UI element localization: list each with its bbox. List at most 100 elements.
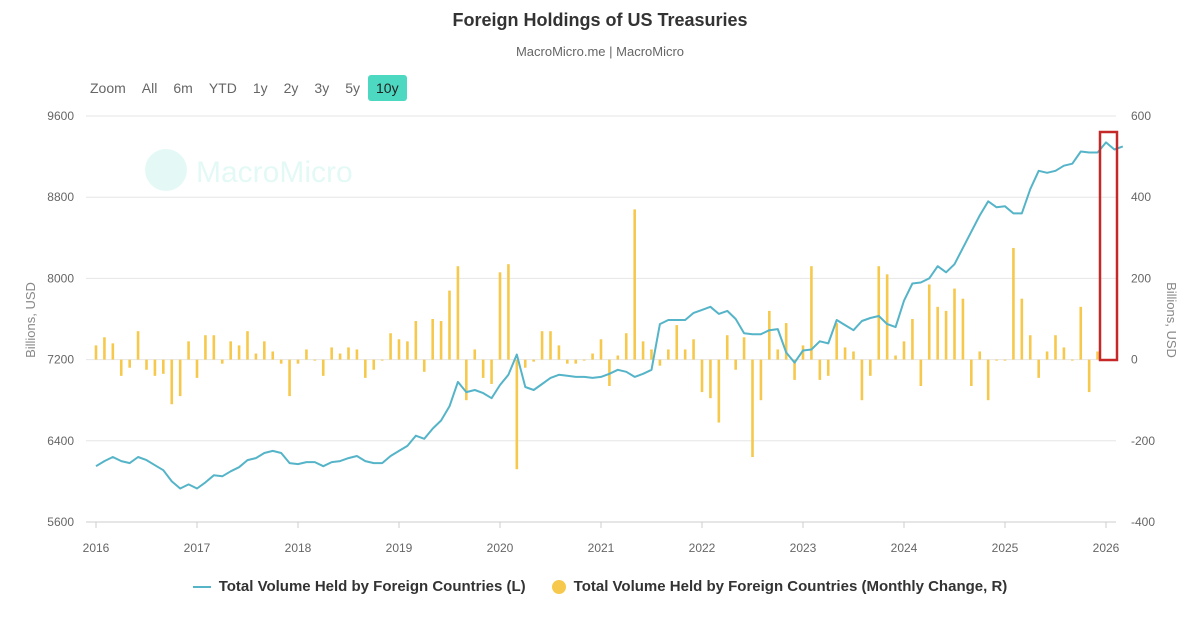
bar [953,288,956,360]
watermark: MacroMicro [145,149,353,191]
x-tick-label: 2024 [891,541,918,555]
zoom-button-3y[interactable]: 3y [314,80,330,96]
bar [103,337,106,360]
bar [456,266,460,360]
bar [801,345,805,360]
bar [658,359,662,366]
bar [439,321,443,360]
bar [296,359,300,364]
bar [717,359,721,423]
legend-line-swatch [192,585,211,588]
y-left-tick-label: 8800 [47,190,74,204]
x-tick-label: 2026 [1093,541,1120,555]
bar [936,306,939,360]
highlight-box [1098,130,1119,362]
bar [549,331,552,360]
bar [178,359,182,397]
bar [515,359,519,470]
legend-item-line[interactable]: Total Volume Held by Foreign Countries (… [192,578,526,595]
bar [237,345,241,360]
bar [153,359,157,376]
bar [582,359,586,361]
bar [1062,347,1066,360]
bar [591,353,594,360]
zoom-button-all[interactable]: All [141,80,158,96]
bar [566,359,569,364]
y-axis-right: -400 -200 0 200 400 600 [1131,109,1155,529]
bar [793,359,796,380]
bar [675,325,679,360]
bar [860,359,864,401]
bar [751,359,754,458]
bar [810,266,813,360]
legend-item-bar[interactable]: Total Volume Held by Foreign Countries (… [551,578,1008,595]
bar [557,345,561,360]
bar [162,359,165,374]
zoom-bar: Zoom All 6m YTD 1y 2y 3y 5y 10y [84,75,407,101]
bar [507,264,510,360]
bar [1079,306,1083,360]
bar [271,351,275,360]
watermark-text: MacroMicro [196,156,353,189]
bar [195,359,199,378]
bar [145,359,148,370]
x-axis: 2016 2017 2018 2019 2020 2021 2022 2023 2024 2025… [83,521,1120,555]
bar [692,339,695,360]
legend: Total Volume Held by Foreign Countries (… [0,578,1200,595]
x-tick-label: 2020 [487,541,514,555]
bar [364,359,367,378]
bar [742,337,746,360]
bar [1028,335,1032,360]
bar [119,359,123,376]
bar [355,349,359,360]
bar [1003,359,1007,361]
y-axis-left: 5600 6400 7200 8000 8800 9600 [47,109,74,529]
legend-bar-label: Total Volume Held by Foreign Countries (… [573,578,1008,595]
watermark-logo-icon [145,149,187,191]
y-left-tick-label: 5600 [47,515,74,529]
bar [305,349,308,360]
x-tick-label: 2017 [184,541,211,555]
y-right-tick-label: -200 [1131,434,1155,448]
zoom-button-2y[interactable]: 2y [283,80,299,96]
zoom-button-ytd[interactable]: YTD [208,80,237,96]
bar [170,359,174,405]
chart-title: Foreign Holdings of US Treasuries [452,10,748,30]
bar [986,359,990,401]
bar [709,359,712,399]
bar [448,290,451,360]
bar [389,333,392,360]
bar [347,347,350,360]
bar [768,310,771,360]
bar [397,339,401,360]
bar [734,359,737,370]
y-right-tick-label: -400 [1131,515,1155,529]
zoom-button-6m[interactable]: 6m [173,80,193,96]
bar [683,349,687,360]
x-tick-label: 2025 [992,541,1019,555]
bar [725,335,729,360]
bar [204,335,207,360]
bar [540,331,544,360]
bar [313,359,317,361]
bar [667,349,670,360]
bar [1045,351,1049,360]
bar-series [94,209,1099,470]
zoom-button-5y[interactable]: 5y [345,80,360,96]
zoom-button-10y[interactable]: 10y [368,75,407,101]
y-right-tick-label: 0 [1131,353,1138,367]
bar [481,359,485,378]
bar [380,359,384,361]
bar [700,359,704,393]
bar [784,323,788,360]
bar [465,359,468,401]
bar [776,349,780,360]
bar [869,359,872,376]
bar [852,351,855,360]
bar [970,359,973,386]
y-axis-left-label: Billions, USD [23,282,38,358]
bar [263,341,266,360]
line-path [95,141,1124,490]
zoom-button-1y[interactable]: 1y [252,80,268,96]
bar [406,341,409,360]
